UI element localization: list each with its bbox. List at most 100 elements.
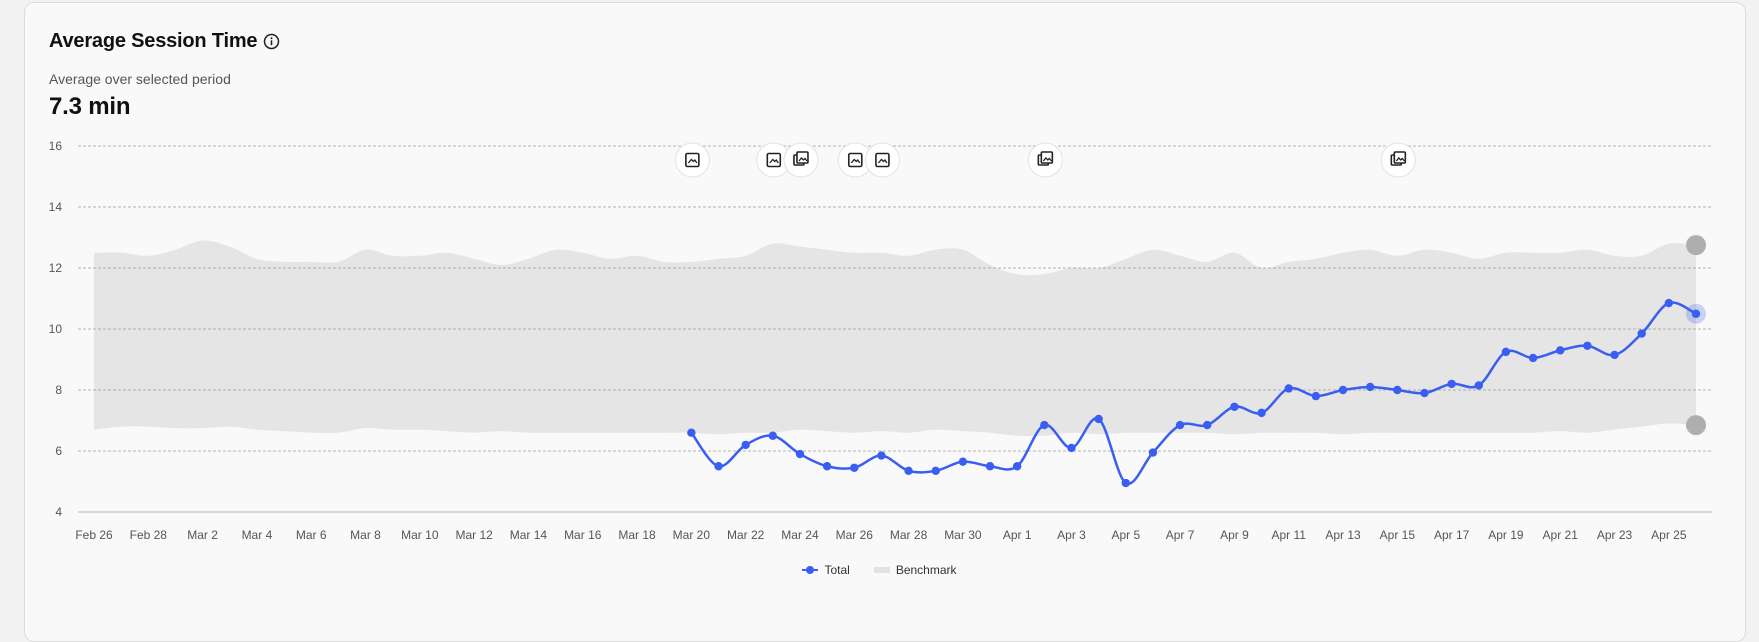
image-icon-part [847, 152, 863, 168]
y-tick-label: 8 [55, 383, 62, 397]
total-data-point [1610, 350, 1619, 360]
total-data-point [1012, 462, 1022, 471]
x-tick-label: Mar 24 [781, 528, 819, 542]
x-tick-label: Mar 30 [944, 528, 982, 542]
total-data-point [931, 466, 940, 476]
legend-item-total[interactable]: Total [802, 563, 850, 577]
total-data-point [1094, 414, 1103, 424]
total-data-point [1474, 381, 1483, 390]
chart-subtitle: Average over selected period [49, 71, 231, 87]
x-tick-label: Mar 8 [350, 528, 381, 542]
total-data-point [1528, 353, 1538, 363]
total-data-point [1121, 478, 1130, 488]
y-tick-label: 4 [55, 505, 62, 519]
chart-header: Average Session Time Average over select… [49, 30, 280, 121]
gallery-icon-part [1393, 151, 1407, 164]
x-tick-label: Apr 17 [1434, 528, 1470, 542]
x-tick-label: Apr 13 [1325, 528, 1361, 542]
x-tick-label: Mar 10 [401, 528, 439, 542]
info-icon[interactable] [263, 33, 280, 50]
total-data-point [1230, 402, 1239, 411]
annotation-badge[interactable] [837, 142, 873, 178]
total-data-point [768, 431, 778, 440]
legend-item-benchmark[interactable]: Benchmark [873, 563, 957, 577]
total-data-point [795, 449, 805, 459]
benchmark-band [94, 240, 1696, 437]
benchmark-lower-end-marker [1686, 415, 1706, 436]
total-data-point [877, 451, 886, 460]
gallery-icon-part [1395, 157, 1405, 162]
x-tick-label: Apr 21 [1543, 528, 1579, 542]
benchmark-upper-end-marker [1686, 235, 1706, 256]
image-icon-part [687, 158, 698, 164]
y-tick-label: 12 [49, 261, 63, 275]
gallery-icon-part [798, 157, 808, 162]
total-data-point [985, 462, 995, 471]
x-tick-label: Apr 1 [1003, 528, 1032, 542]
x-tick-label: Mar 18 [618, 528, 656, 542]
y-tick-label: 10 [49, 322, 63, 336]
total-data-point [1420, 388, 1429, 398]
annotation-badge[interactable] [1027, 142, 1063, 178]
x-tick-label: Mar 22 [727, 528, 765, 542]
total-data-point [1637, 329, 1646, 338]
y-tick-label: 14 [49, 200, 63, 214]
x-tick-label: Mar 26 [836, 528, 874, 542]
total-data-point [1148, 448, 1158, 457]
annotation-badge[interactable] [674, 142, 710, 178]
total-data-point [1338, 385, 1348, 395]
annotation-badge[interactable] [1380, 142, 1416, 178]
image-icon [685, 152, 700, 168]
total-data-point [1040, 420, 1049, 430]
image-icon-part [877, 158, 888, 164]
x-tick-label: Apr 5 [1111, 528, 1140, 542]
legend-line-swatch [802, 566, 819, 574]
x-tick-label: Apr 9 [1220, 528, 1249, 542]
x-tick-label: Mar 2 [187, 528, 218, 542]
y-tick-label: 16 [49, 139, 63, 153]
x-tick-label: Mar 20 [673, 528, 711, 542]
image-icon-part [769, 158, 779, 164]
total-data-point [1257, 408, 1266, 418]
total-data-point [741, 440, 750, 450]
total-data-point [1067, 443, 1076, 453]
total-data-point [1664, 298, 1674, 308]
annotation-badge[interactable] [783, 142, 819, 178]
total-data-point [1203, 420, 1212, 430]
x-tick-label: Apr 3 [1057, 528, 1086, 542]
total-data-point [1501, 347, 1511, 357]
total-data-point [904, 466, 913, 476]
x-tick-label: Feb 28 [130, 528, 168, 542]
legend-label-benchmark: Benchmark [895, 563, 957, 577]
total-data-point [1365, 382, 1375, 392]
total-data-point [1691, 309, 1701, 318]
title-row: Average Session Time [49, 30, 280, 53]
image-icon-part [875, 152, 890, 168]
x-tick-label: Apr 11 [1271, 528, 1306, 542]
x-tick-label: Feb 26 [75, 528, 113, 542]
total-data-point [1583, 341, 1592, 350]
x-tick-label: Mar 14 [510, 528, 548, 542]
image-icon-part [850, 158, 861, 164]
total-data-point [1284, 384, 1293, 393]
gallery-icon [793, 151, 809, 166]
x-tick-label: Mar 6 [296, 528, 327, 542]
annotation-badge[interactable] [864, 142, 900, 178]
total-data-point [822, 462, 832, 471]
line-chart: 4 6 8 10 12 14 16 Feb 26 Feb 28 Mar 2 Mar 4 Mar 6 Ma… [49, 139, 1712, 542]
legend-label-total: Total [824, 563, 850, 577]
total-data-point [1393, 385, 1402, 395]
total-data-point [850, 463, 859, 472]
chart-legend: Total Benchmark [0, 563, 1759, 577]
gallery-icon-part [1040, 151, 1054, 164]
gallery-icon-part [796, 151, 809, 164]
x-tick-label: Mar 12 [455, 528, 493, 542]
image-icon [875, 152, 890, 168]
x-tick-label: Mar 28 [890, 528, 928, 542]
y-tick-label: 6 [55, 444, 62, 458]
total-data-point [1556, 346, 1565, 355]
x-tick-label: Apr 25 [1651, 528, 1687, 542]
total-data-point [1447, 379, 1456, 389]
x-tick-label: Mar 4 [242, 528, 273, 542]
x-tick-label: Apr 23 [1597, 528, 1633, 542]
